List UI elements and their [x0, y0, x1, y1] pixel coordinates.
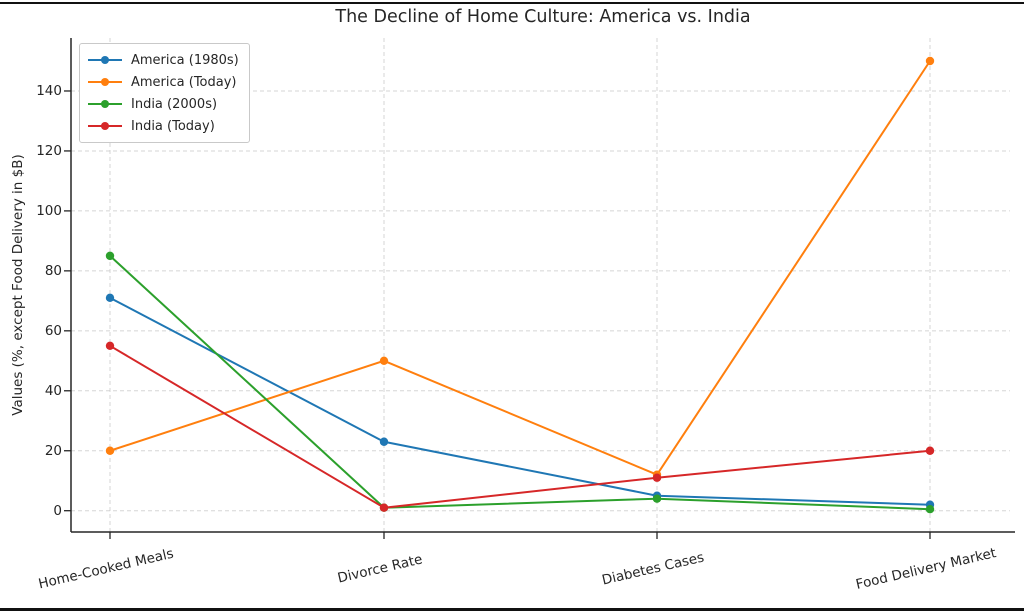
- data-point: [379, 356, 389, 365]
- data-point: [105, 446, 115, 455]
- data-point: [105, 251, 115, 261]
- legend-item-label: America (Today): [131, 74, 237, 90]
- legend: America (1980s) America (Today) India (2…: [79, 43, 250, 143]
- data-point: [652, 494, 662, 503]
- y-tick-label: 80: [44, 262, 62, 279]
- data-point: [925, 56, 935, 66]
- data-point: [379, 503, 389, 512]
- y-tick-label: 0: [53, 502, 62, 519]
- series-line-america-today-: [109, 60, 931, 476]
- y-tick-label: 120: [36, 142, 62, 159]
- legend-line-dot-marker: [88, 121, 122, 131]
- series-line-india-2000s-: [109, 255, 931, 511]
- data-point: [652, 473, 662, 482]
- data-point: [379, 437, 389, 446]
- legend-item: India (2000s): [88, 93, 239, 115]
- data-point: [925, 446, 935, 455]
- y-axis-label: Values (%, except Food Delivery in $B): [10, 154, 26, 416]
- legend-item-label: America (1980s): [131, 52, 239, 68]
- y-tick-label: 20: [44, 442, 62, 459]
- figure-border-bottom: [0, 608, 1024, 611]
- legend-line-dot-marker: [88, 77, 122, 87]
- y-tick-label: 100: [36, 202, 62, 219]
- legend-item: America (1980s): [88, 49, 239, 71]
- y-tick-label: 40: [44, 382, 62, 399]
- series-line-america-1980s-: [109, 296, 931, 506]
- data-point: [105, 341, 115, 351]
- data-point: [925, 505, 935, 514]
- legend-item: India (Today): [88, 115, 239, 137]
- chart-title: The Decline of Home Culture: America vs.…: [335, 7, 751, 27]
- data-point: [105, 293, 115, 303]
- legend-item-label: India (Today): [131, 118, 215, 134]
- legend-item: America (Today): [88, 71, 239, 93]
- y-tick-label: 140: [36, 82, 62, 99]
- legend-line-dot-marker: [88, 55, 122, 65]
- series-line-india-today-: [109, 344, 931, 509]
- figure-border-top: [0, 2, 1024, 4]
- y-tick-label: 60: [44, 322, 62, 339]
- legend-line-dot-marker: [88, 99, 122, 109]
- legend-item-label: India (2000s): [131, 96, 218, 112]
